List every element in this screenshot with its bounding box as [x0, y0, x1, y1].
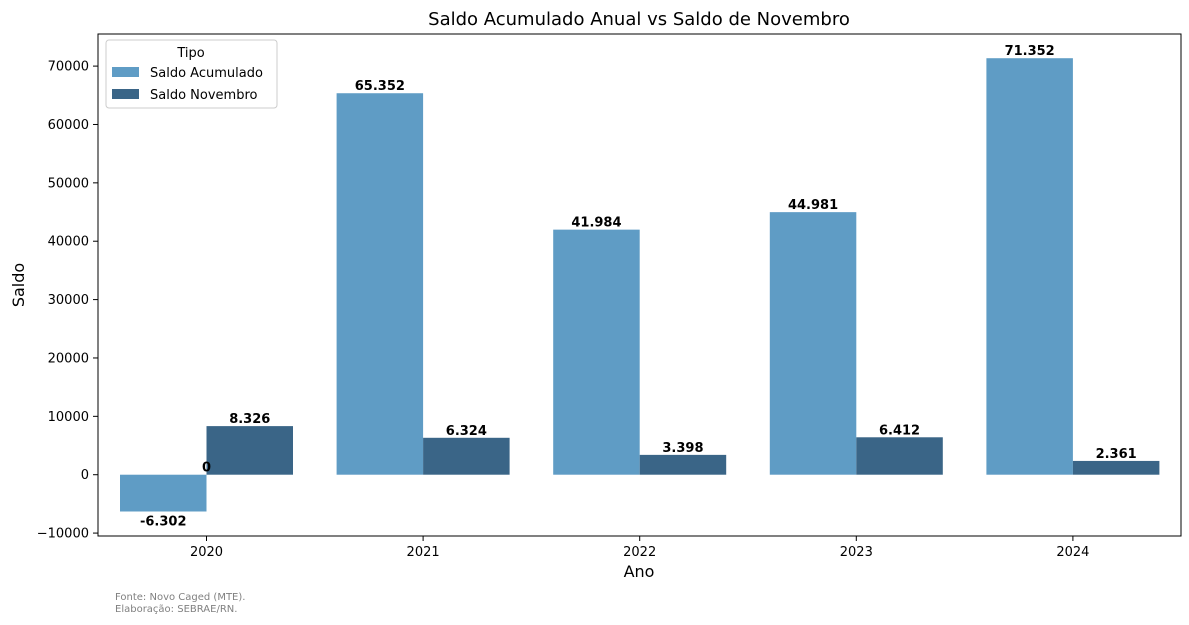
y-axis-title: Saldo — [9, 263, 28, 307]
legend: Tipo Saldo Acumulado Saldo Novembro — [105, 39, 278, 109]
legend-box — [105, 39, 278, 109]
bar-saldo-novembro-2023 — [856, 437, 943, 475]
bar-label-saldo-novembro-2020: 8.326 — [229, 412, 270, 427]
bar-saldo-acumulado-2021 — [336, 93, 424, 475]
y-tick-label: 70000 — [48, 60, 89, 75]
source-note: Fonte: Novo Caged (MTE). — [115, 592, 245, 603]
legend-swatch-saldo-novembro — [112, 89, 139, 99]
x-tick-label-2020: 2020 — [190, 545, 223, 560]
x-axis: 2020 2021 2022 2023 2024 — [190, 536, 1089, 560]
bar-label-saldo-acumulado-2022: 41.984 — [571, 216, 621, 231]
y-tick-label: 50000 — [48, 176, 89, 191]
bar-label-saldo-acumulado-2021: 65.352 — [355, 79, 405, 94]
credit-note: Elaboração: SEBRAE/RN. — [115, 604, 237, 615]
x-tick-label-2022: 2022 — [623, 545, 656, 560]
y-tick-label: 40000 — [48, 235, 89, 250]
bar-label-saldo-acumulado-2020: -6.302 — [140, 514, 187, 529]
bar-saldo-acumulado-2023 — [769, 212, 857, 475]
bar-labels-layer: -6.302 8.326 65.352 6.324 41.984 3.398 44.981 6… — [140, 44, 1137, 529]
legend-label-saldo-novembro: Saldo Novembro — [150, 88, 258, 103]
legend-label-saldo-acumulado: Saldo Acumulado — [150, 66, 263, 81]
y-tick-label: 20000 — [48, 351, 89, 366]
bars-layer — [120, 58, 1160, 512]
bar-label-zero-2020: 0 — [202, 461, 211, 476]
y-tick-label: 30000 — [48, 293, 89, 308]
y-tick-label: −10000 — [37, 527, 89, 542]
x-tick-label-2021: 2021 — [407, 545, 440, 560]
bar-label-saldo-novembro-2023: 6.412 — [879, 423, 920, 438]
bar-label-saldo-acumulado-2024: 71.352 — [1005, 44, 1055, 59]
x-tick-label-2023: 2023 — [840, 545, 873, 560]
bar-saldo-novembro-2020 — [206, 426, 293, 475]
x-axis-title: Ano — [624, 562, 655, 581]
y-tick-label: 60000 — [48, 118, 89, 133]
bar-saldo-acumulado-2022 — [553, 229, 640, 475]
bar-label-saldo-novembro-2021: 6.324 — [446, 424, 487, 439]
y-tick-label: 0 — [81, 468, 89, 483]
y-axis: −10000 0 10000 20000 30000 40000 50000 60000 700… — [37, 60, 98, 542]
y-tick-label: 10000 — [48, 410, 89, 425]
legend-title: Tipo — [176, 46, 204, 61]
bar-label-saldo-novembro-2024: 2.361 — [1096, 447, 1137, 462]
legend-swatch-saldo-acumulado — [112, 67, 139, 77]
bar-label-saldo-novembro-2022: 3.398 — [662, 441, 703, 456]
x-tick-label-2024: 2024 — [1056, 545, 1089, 560]
bar-saldo-novembro-2021 — [423, 437, 510, 475]
bar-saldo-novembro-2024 — [1072, 460, 1160, 475]
bar-saldo-novembro-2022 — [639, 454, 727, 475]
bar-saldo-acumulado-2024 — [986, 58, 1073, 475]
bar-label-saldo-acumulado-2023: 44.981 — [788, 198, 838, 213]
bar-saldo-acumulado-2020 — [120, 474, 207, 512]
chart-title: Saldo Acumulado Anual vs Saldo de Novemb… — [428, 9, 850, 30]
